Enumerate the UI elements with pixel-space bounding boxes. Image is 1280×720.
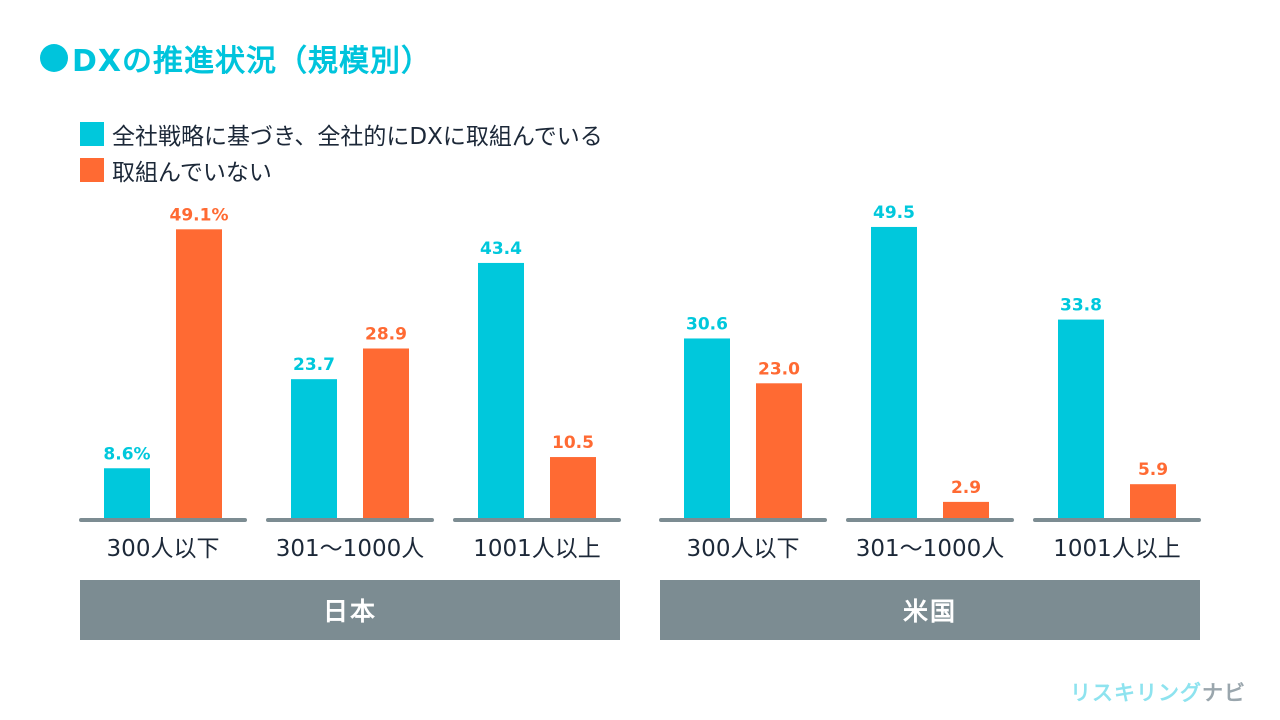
bar — [104, 468, 150, 519]
legend-item-not-promoting: 取組んでいない — [80, 152, 603, 188]
category-tick-label: 301〜1000人 — [276, 536, 424, 562]
data-label: 49.5 — [873, 203, 915, 223]
bar — [478, 262, 524, 519]
data-label: 33.8 — [1060, 296, 1102, 316]
bar — [291, 379, 337, 519]
category-tick-label: 1001人以上 — [1053, 536, 1181, 562]
data-label: 23.0 — [758, 359, 800, 379]
bar — [176, 229, 222, 519]
region-label-japan: 日本 — [80, 580, 620, 640]
bar — [684, 338, 730, 519]
legend-label: 取組んでいない — [112, 160, 272, 186]
legend-label: 全社戦略に基づき、全社的にDXに取組んでいる — [112, 124, 603, 150]
data-label: 49.1% — [170, 205, 229, 225]
legend-swatch-orange — [80, 158, 104, 182]
legend: 全社戦略に基づき、全社的にDXに取組んでいる 取組んでいない — [80, 116, 603, 188]
chart-title: DXの推進状況（規模別） — [40, 38, 433, 79]
bar — [756, 383, 802, 519]
data-label: 23.7 — [293, 355, 335, 375]
region-label-us: 米国 — [660, 580, 1200, 640]
logo: リスキリングナビ — [1070, 677, 1246, 707]
bullet-circle-icon — [40, 44, 68, 72]
bar — [943, 501, 989, 519]
data-label: 5.9 — [1138, 460, 1168, 480]
logo-part2: ナビ — [1202, 681, 1246, 705]
data-label: 43.4 — [480, 239, 522, 259]
data-label: 28.9 — [365, 324, 407, 344]
data-label: 2.9 — [951, 478, 981, 498]
bar — [550, 457, 596, 519]
bar — [363, 348, 409, 519]
legend-swatch-cyan — [80, 122, 104, 146]
legend-item-promoting: 全社戦略に基づき、全社的にDXに取組んでいる — [80, 116, 603, 152]
data-label: 8.6% — [103, 444, 150, 464]
data-label: 30.6 — [686, 314, 728, 334]
bar — [1130, 484, 1176, 519]
category-tick-label: 1001人以上 — [473, 536, 601, 562]
bar — [871, 226, 917, 519]
category-tick-label: 301〜1000人 — [856, 536, 1004, 562]
data-label: 10.5 — [552, 433, 594, 453]
category-tick-label: 300人以下 — [687, 536, 800, 562]
chart-title-text: DXの推進状況（規模別） — [72, 44, 433, 79]
category-tick-label: 300人以下 — [107, 536, 220, 562]
logo-part1: リスキリング — [1070, 681, 1202, 705]
bar — [1058, 319, 1104, 519]
